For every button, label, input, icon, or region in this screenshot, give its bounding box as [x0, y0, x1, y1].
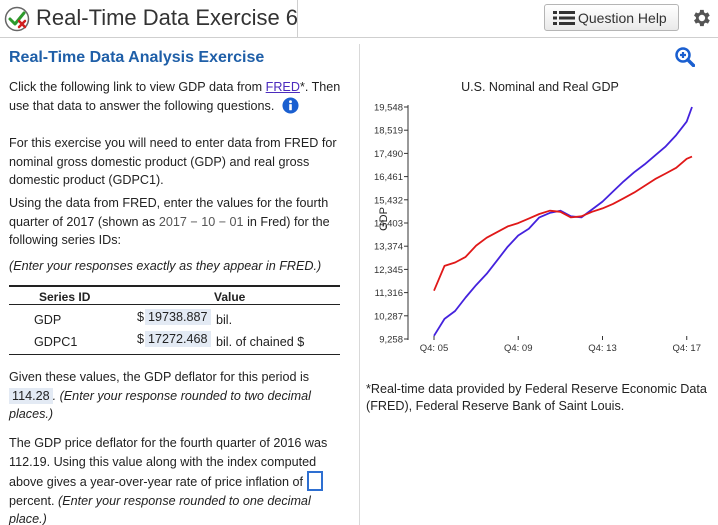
x-tick-label: Q4: 17: [672, 343, 701, 354]
y-axis-label: GDP: [378, 207, 390, 231]
real-gdp-line: [433, 155, 693, 292]
y-tick-label: 11,316: [375, 288, 403, 299]
inflation-paragraph: The GDP price deflator for the fourth qu…: [9, 434, 344, 525]
series-id: GDPC1: [34, 335, 78, 349]
deflator-text: Given these values, the GDP deflator for…: [9, 370, 310, 384]
question-help-button[interactable]: Question Help: [544, 4, 679, 31]
top-bar: Real-Time Data Exercise 6 Question Help: [0, 0, 718, 38]
fred-date: 2017 − 10 − 01: [158, 214, 244, 229]
y-tick-label: 17,490: [374, 149, 403, 160]
fred-link[interactable]: FRED: [265, 80, 300, 94]
gear-icon[interactable]: [690, 7, 712, 29]
series-table: Series ID Value GDP $ 19738.887 bil. GDP…: [9, 285, 340, 355]
x-tick-label: Q4: 13: [588, 343, 617, 354]
date-text-end: in Fred) for the following series IDs:: [9, 214, 330, 248]
title-separator: [297, 0, 298, 38]
intro-text-end: *. Then use that data to answer the foll…: [9, 80, 341, 113]
inflation-unit: percent.: [9, 493, 55, 508]
instructions-paragraph: For this exercise you will need to enter…: [9, 136, 337, 187]
y-tick-label: 10,287: [374, 311, 403, 322]
table-row: GDP $ 19738.887 bil.: [9, 305, 340, 330]
chart-title: U.S. Nominal and Real GDP: [461, 80, 619, 94]
entry-instruction: (Enter your responses exactly as they ap…: [9, 259, 322, 273]
gdp-chart: U.S. Nominal and Real GDP GDP 19,548 18,5…: [374, 80, 701, 355]
list-icon: [553, 10, 575, 25]
y-tick-label: 12,345: [374, 265, 403, 276]
nominal-gdp-line: [433, 106, 693, 337]
deflator-hint: . (Enter your response rounded to two de…: [9, 388, 311, 422]
date-paragraph: Using the data from FRED, enter the valu…: [9, 194, 354, 250]
deflator-answer[interactable]: 114.28: [9, 387, 53, 404]
table-row: GDPC1 $ 17272.468 bil. of chained $: [9, 330, 340, 355]
y-tick-label: 13,374: [374, 242, 403, 253]
y-tick-label: 15,432: [374, 195, 403, 206]
x-tick-label: Q4: 05: [420, 343, 449, 354]
x-tick-label: Q4: 09: [504, 343, 533, 354]
chart-axes: 19,548 18,519 17,490 16,461 15,432 14,403 13,3…: [374, 103, 701, 355]
inflation-input[interactable]: [306, 471, 323, 491]
deflator-paragraph: Given these values, the GDP deflator for…: [9, 368, 344, 424]
intro-paragraph: Click the following link to view GDP dat…: [9, 78, 354, 115]
intro-text-start: Click the following link to view GDP dat…: [9, 80, 266, 94]
inflation-text: The GDP price deflator for the fourth qu…: [9, 436, 328, 489]
date-text-start: Using the data from FRED, enter the valu…: [9, 196, 329, 229]
section-title: Real-Time Data Analysis Exercise: [9, 49, 265, 66]
gdpc1-value-answer[interactable]: 17272.468: [145, 331, 211, 347]
footnote: *Real-time data provided by Federal Rese…: [366, 382, 707, 413]
info-icon[interactable]: [282, 96, 299, 114]
unit-label: bil.: [216, 313, 233, 327]
inflation-hint: (Enter your response rounded to one deci…: [9, 493, 311, 525]
y-tick-label: 14,403: [374, 219, 403, 230]
y-tick-label: 19,548: [374, 103, 403, 114]
value-header: Value: [214, 290, 246, 304]
y-tick-label: 16,461: [374, 172, 403, 183]
gdp-value-answer[interactable]: 19738.887: [145, 309, 211, 325]
series-id: GDP: [34, 313, 62, 327]
currency-symbol: $: [137, 332, 145, 346]
question-help-label: Question Help: [578, 9, 667, 26]
panel-divider: [359, 44, 360, 525]
status-check-icon: [4, 6, 30, 32]
chart-lines: [433, 106, 693, 337]
currency-symbol: $: [137, 310, 145, 324]
table-header: Series ID Value: [9, 285, 340, 305]
unit-label: bil. of chained $: [216, 335, 305, 349]
series-id-header: Series ID: [39, 290, 91, 304]
exercise-title: Real-Time Data Exercise 6: [36, 5, 299, 30]
y-tick-label: 9,258: [379, 335, 403, 346]
zoom-in-icon[interactable]: [675, 47, 695, 67]
y-tick-label: 18,519: [374, 126, 403, 137]
